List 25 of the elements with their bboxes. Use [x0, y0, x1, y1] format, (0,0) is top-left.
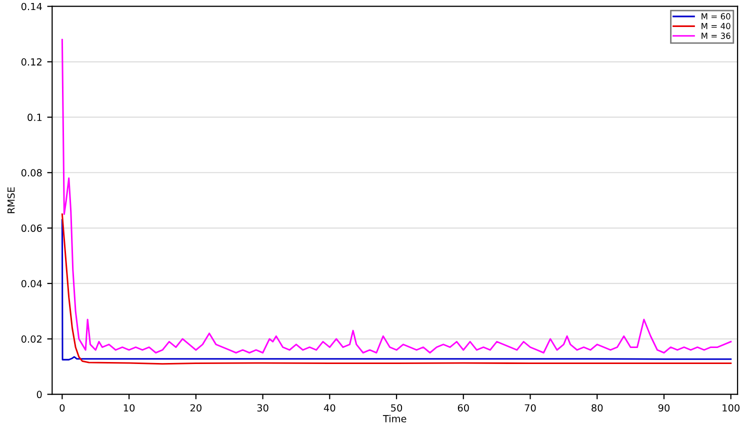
x-tick-label: 100 [722, 404, 740, 412]
x-tick-label: 10 [124, 404, 135, 412]
x-tick-label: 20 [190, 404, 202, 412]
y-tick-label: 0.02 [21, 335, 42, 343]
x-tick-label: 50 [391, 404, 402, 412]
y-tick-label: 0 [36, 390, 42, 398]
x-tick-label: 30 [257, 404, 268, 412]
y-axis-title: RMSE [7, 187, 15, 214]
line-series [61, 38, 732, 354]
x-tick-label: 80 [592, 404, 603, 412]
legend-label: M = 40 [702, 22, 730, 30]
y-tick-label: 0.1 [28, 114, 42, 122]
x-tick-label: 90 [658, 404, 670, 412]
y-tick-label: 0.14 [21, 2, 42, 10]
x-tick-label: 70 [524, 404, 536, 412]
x-tick-label: 0 [60, 404, 65, 412]
x-axis-title: Time [382, 414, 406, 422]
y-tick-label: 0.08 [21, 169, 42, 176]
y-tick-label: 0.12 [21, 58, 42, 66]
legend-label: M = 36 [702, 32, 730, 39]
x-tick-label: 60 [458, 404, 469, 412]
legend-label: M = 60 [702, 13, 730, 20]
y-tick-label: 0.06 [21, 224, 42, 232]
y-tick-label: 0.04 [21, 280, 42, 288]
x-tick-label: 40 [324, 404, 336, 412]
